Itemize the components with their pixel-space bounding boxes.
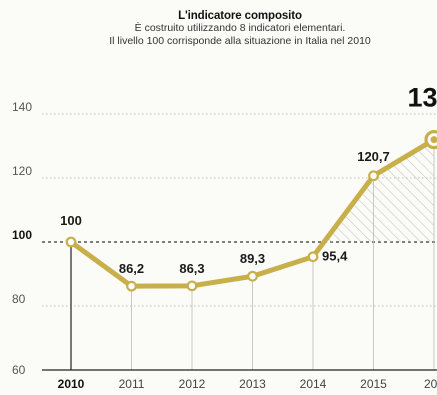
chart-subtitle-line-2: Il livello 100 corrisponde alla situazio… [109,35,371,47]
y-tick-label-140: 140 [12,100,32,114]
chart-title: L'indicatore composito [178,10,302,22]
chart-header: L'indicatore composito È costruito utili… [0,10,437,48]
chart-subtitle-line-1: È costruito utilizzando 8 indicatori ele… [134,22,346,34]
x-tick-label-2011: 2011 [119,377,145,391]
data-label-2011: 86,2 [119,261,144,276]
data-label-2010: 100 [60,213,82,228]
x-tick-label-2012: 2012 [179,377,206,391]
data-point-2010 [65,236,77,248]
x-tick-label-2015: 2015 [360,377,387,391]
data-point-2013 [247,270,258,282]
data-point-2014 [307,251,319,263]
y-tick-label-80: 80 [12,292,26,306]
data-label-2015: 120,7 [357,149,390,164]
data-label-2012: 86,3 [179,261,204,276]
y-tick-label-120: 120 [12,164,32,178]
data-label-2014: 95,4 [322,249,348,264]
data-point-center-2016 [430,136,437,144]
hatched-area [324,139,434,242]
x-tick-label-2010: 2010 [58,377,85,391]
data-label-2013: 89,3 [240,251,265,266]
y-tick-label-100: 100 [12,228,32,242]
y-tick-label-60: 60 [12,363,26,377]
data-point-2011 [126,280,137,292]
x-tick-label-2014: 2014 [300,377,327,391]
x-tick-label-2016: 201 [424,377,437,391]
data-label-2016: 132 [407,83,437,113]
data-point-2015 [368,170,379,182]
data-point-2012 [186,280,198,292]
x-tick-label-2013: 2013 [239,377,266,391]
